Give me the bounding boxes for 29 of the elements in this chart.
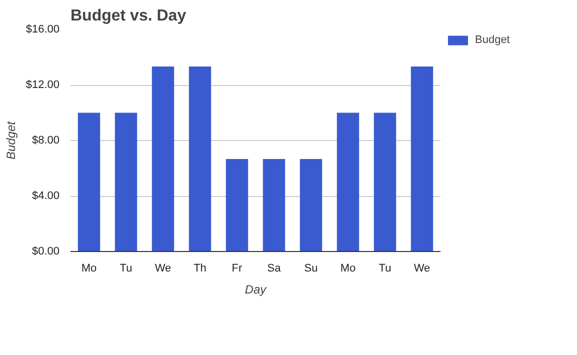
bar: [300, 158, 322, 252]
bar: [262, 158, 286, 252]
x-tick-label: Sa: [267, 262, 282, 274]
y-axis-title: Budget: [4, 120, 18, 160]
bar: [114, 112, 138, 252]
bar: [78, 112, 100, 252]
x-tick-label: Th: [194, 262, 206, 274]
x-axis-title: Day: [244, 282, 268, 296]
x-tick-label: We: [154, 262, 172, 274]
x-tick-label: Tu: [120, 262, 132, 274]
x-tick-label: Mo: [81, 262, 97, 274]
x-tick-label: Mo: [340, 262, 356, 274]
bar: [188, 66, 212, 252]
y-tick-label: $8.00: [32, 134, 60, 146]
bar: [226, 158, 248, 252]
x-tick-label: Su: [304, 262, 318, 274]
y-tick-label: $4.00: [32, 190, 60, 202]
x-tick-label: Tu: [378, 262, 392, 274]
y-tick-label: $16.00: [26, 24, 60, 36]
y-tick-label: $12.00: [26, 79, 60, 91]
x-tick-label: Fr: [232, 262, 243, 274]
bar: [152, 66, 174, 252]
y-tick-label: $0.00: [32, 246, 60, 258]
bar: [374, 112, 396, 252]
chart-title: Budget vs. Day: [70, 8, 186, 24]
legend-label: Budget: [475, 34, 510, 46]
bar: [336, 112, 360, 252]
bar: [410, 66, 434, 252]
x-tick-label: We: [414, 262, 430, 274]
